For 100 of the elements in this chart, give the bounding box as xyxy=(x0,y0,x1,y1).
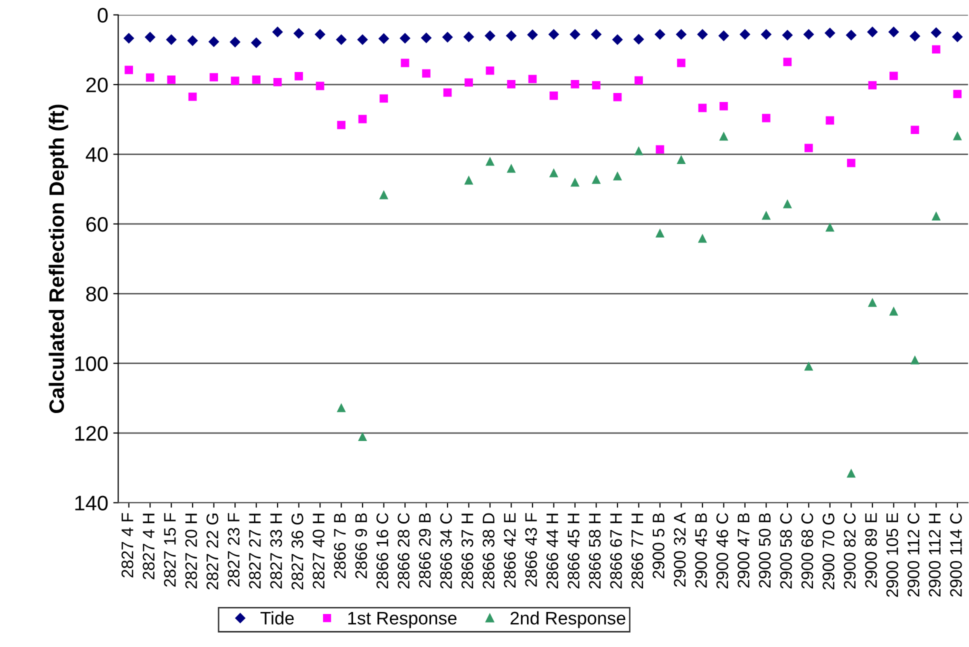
x-tick-label: 2900 89 E xyxy=(865,513,877,588)
point xyxy=(634,146,644,156)
point xyxy=(486,66,494,75)
x-tick-label: 2827 27 H xyxy=(248,514,261,589)
point xyxy=(697,28,708,40)
point xyxy=(570,28,580,40)
x-tick-label: 2866 77 H xyxy=(631,514,644,589)
legend-label: 1st Response xyxy=(348,612,457,628)
x-tick-label: 2866 45 H xyxy=(568,514,580,589)
point xyxy=(420,32,432,44)
point xyxy=(612,34,623,46)
point xyxy=(549,168,558,178)
x-tick-label: 2827 4 F xyxy=(122,513,134,578)
point xyxy=(720,102,728,110)
point xyxy=(337,120,346,130)
y-tick-label: 20 xyxy=(86,78,108,92)
point xyxy=(208,36,220,48)
x-tick-label: 2866 29 B xyxy=(418,513,431,588)
x-tick-label: 2827 36 G xyxy=(291,514,304,590)
x-tick-label: 2866 44 H xyxy=(546,514,558,589)
point xyxy=(612,171,622,180)
point xyxy=(783,58,792,66)
point xyxy=(336,403,346,412)
point xyxy=(740,28,750,40)
point xyxy=(676,28,687,40)
x-tick-label: 2900 47 B xyxy=(738,513,750,588)
point xyxy=(655,228,664,238)
point xyxy=(592,174,601,184)
point xyxy=(506,30,517,42)
point xyxy=(358,114,367,124)
point xyxy=(167,76,176,84)
point xyxy=(804,362,814,371)
x-tick-label: 2900 50 B xyxy=(758,513,771,588)
point xyxy=(824,28,836,38)
point xyxy=(930,27,942,38)
x-tick-label: 2900 32 A xyxy=(674,512,686,587)
point xyxy=(357,34,368,46)
x-tick-label: 2866 37 H xyxy=(461,514,474,589)
x-tick-label: 2827 40 H xyxy=(312,514,325,589)
point xyxy=(550,92,558,100)
point xyxy=(889,306,898,316)
x-tick-label: 2900 70 G xyxy=(822,514,834,590)
point xyxy=(868,81,877,90)
point xyxy=(187,35,198,46)
point xyxy=(146,73,154,82)
x-tick-label: 2900 45 B xyxy=(695,513,707,588)
x-tick-label: 2866 43 F xyxy=(525,513,537,587)
point xyxy=(358,432,368,442)
point xyxy=(782,30,793,40)
point xyxy=(293,28,304,39)
y-axis-title: Calculated Reflection Depth (ft) xyxy=(48,104,68,414)
point xyxy=(188,92,197,101)
point xyxy=(656,145,664,154)
point xyxy=(932,45,940,54)
point xyxy=(803,28,814,40)
point xyxy=(400,32,410,44)
x-tick-label: 2866 34 C xyxy=(440,513,452,589)
point xyxy=(953,90,962,98)
x-tick-label: 2866 9 B xyxy=(355,513,368,578)
point xyxy=(654,28,666,40)
point xyxy=(123,32,134,44)
x-tick-label: 2866 42 E xyxy=(504,513,516,588)
point xyxy=(932,211,941,220)
point xyxy=(484,30,496,42)
point xyxy=(698,104,707,112)
point xyxy=(210,73,218,82)
legend-label: Tide xyxy=(260,611,294,625)
x-tick-label: 2900 114 C xyxy=(950,513,962,597)
point xyxy=(336,34,347,46)
x-tick-label: 2827 33 H xyxy=(270,514,282,589)
y-tick-label: 140 xyxy=(75,496,108,510)
point xyxy=(634,76,643,85)
point xyxy=(888,26,900,38)
point xyxy=(804,144,813,152)
point xyxy=(527,29,538,40)
point xyxy=(570,80,580,88)
point xyxy=(847,158,856,168)
point xyxy=(273,78,282,86)
point xyxy=(592,81,600,90)
point xyxy=(316,82,324,90)
point xyxy=(272,26,283,38)
x-tick-label: 2866 38 D xyxy=(482,513,494,589)
point xyxy=(230,76,240,85)
point xyxy=(528,74,537,84)
point xyxy=(507,80,516,88)
point xyxy=(698,234,707,243)
point xyxy=(719,132,728,141)
x-tick-label: 2827 23 F xyxy=(228,513,240,587)
point xyxy=(952,131,962,140)
x-tick-label: 2866 67 H xyxy=(610,514,622,589)
x-tick-label: 2900 5 B xyxy=(652,513,664,578)
point xyxy=(760,28,772,40)
point xyxy=(952,31,963,42)
point xyxy=(676,154,686,164)
y-tick-label: 100 xyxy=(75,356,108,372)
point xyxy=(464,176,474,185)
point xyxy=(378,33,390,44)
point xyxy=(825,222,834,232)
x-tick-label: 2900 58 C xyxy=(780,513,792,589)
x-tick-label: 2900 68 C xyxy=(801,513,814,589)
